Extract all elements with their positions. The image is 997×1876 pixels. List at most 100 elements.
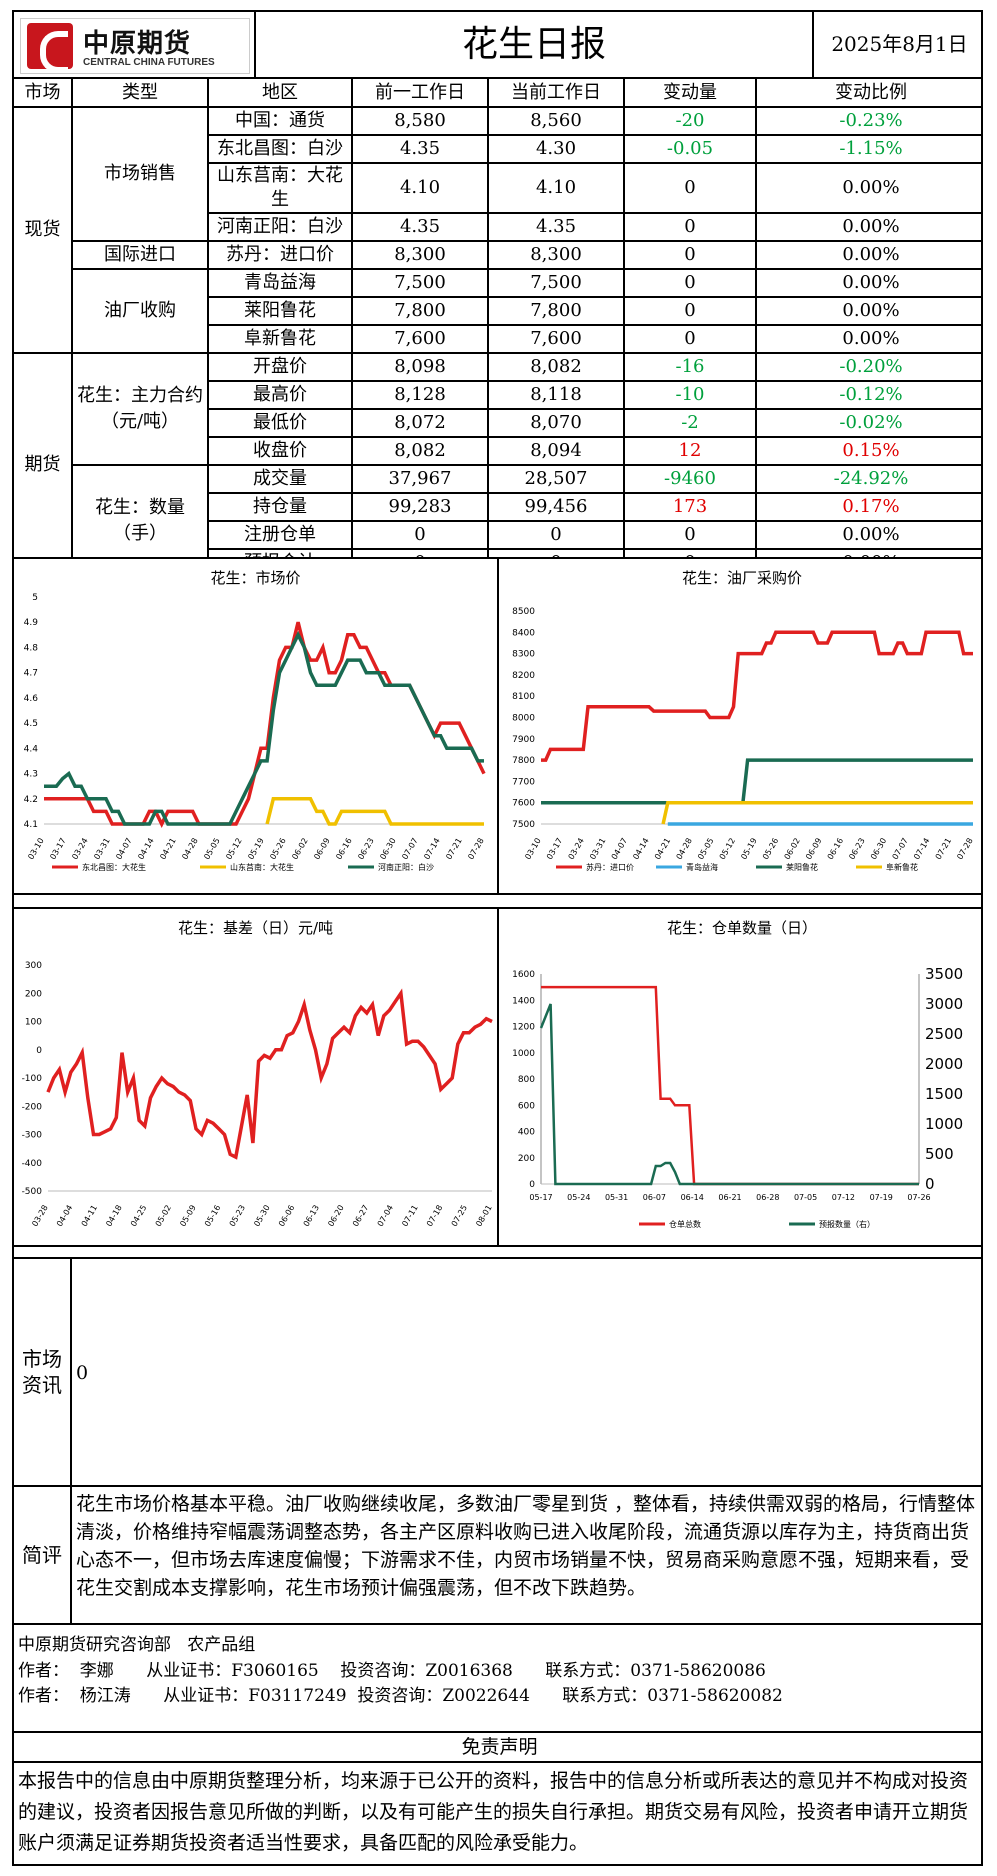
chart-basis: 花生：基差（日）元/吨 -500 -400 -300 -200 -100 0 100 200 3… (14, 907, 499, 1247)
department: 中原期货研究咨询部 农产品组 (18, 1635, 256, 1655)
cell-pct: 0.00% (755, 240, 981, 270)
cell-pct: 0.00% (755, 212, 981, 242)
table-header: 当前工作日 (487, 79, 625, 108)
cell-cur: 8,560 (487, 106, 625, 136)
report-date: 2025年8月1日 (831, 32, 968, 56)
x-tick-label: 06-16 (334, 837, 353, 862)
disclaimer-text: 本报告中的信息由中原期货整理分析，均来源于已公开的资料，报告中的信息分析或所表达… (18, 1770, 969, 1854)
x-tick-label: 04-07 (610, 837, 629, 862)
price-table: 市场 类型 地区 前一工作日 当前工作日 变动量 变动比例 现货 市场销售 中国：通货 8,580 8… (14, 79, 981, 578)
x-tick-label: 04-11 (80, 1204, 99, 1229)
y-tick-label: 100 (25, 1018, 42, 1028)
cell-cur: 7,800 (487, 296, 625, 326)
y2-tick-label: 500 (925, 1145, 954, 1163)
market-info-text: 0 (76, 1362, 89, 1384)
cell-prev: 8,580 (351, 106, 489, 136)
x-tick-label: 05-12 (718, 837, 737, 862)
series-line (661, 800, 973, 825)
legend-label: 莱阳鲁花 (786, 862, 818, 872)
chart-title: 花生：基差（日）元/吨 (177, 919, 334, 937)
cell-chg: -2 (623, 408, 757, 438)
table-row: 最低价 8,072 8,070 -2 -0.02% (14, 408, 981, 438)
cell-pct: 0.15% (755, 436, 981, 466)
x-tick-label: 05-26 (761, 837, 780, 862)
x-tick-label: 07-21 (444, 837, 463, 862)
y-tick-label: 8400 (512, 628, 535, 638)
x-tick-label: 04-14 (136, 837, 155, 862)
cell-region: 青岛益海 (207, 268, 353, 298)
legend-label: 阜新鲁花 (886, 862, 918, 872)
cell-prev: 99,283 (351, 492, 489, 522)
cell-region: 最高价 (208, 380, 353, 410)
x-tick-label: 06-23 (356, 837, 375, 862)
x-tick-label: 08-01 (474, 1204, 493, 1229)
cell-region: 山东莒南：大花生 (208, 162, 353, 214)
cell-chg: -20 (623, 106, 757, 136)
y-tick-label: -100 (22, 1074, 43, 1084)
series-line (265, 797, 484, 826)
x-tick-label: 06-28 (756, 1193, 779, 1202)
cell-region: 阜新鲁花 (208, 324, 353, 354)
y2-tick-label: 2000 (925, 1055, 963, 1073)
y2-tick-label: 1500 (925, 1085, 963, 1103)
x-tick-label: 03-31 (588, 837, 607, 862)
x-tick-label: 07-05 (794, 1193, 817, 1202)
cell-region: 最低价 (208, 408, 353, 438)
cell-region: 开盘价 (207, 352, 353, 382)
cell-prev: 8,072 (351, 408, 489, 438)
cell-cur: 4.10 (487, 162, 625, 214)
y-tick-label: 4.4 (24, 744, 39, 754)
y2-tick-label: 3500 (925, 965, 963, 983)
table-row: 注册仓单 0 0 0 0.00% (14, 520, 981, 550)
cell-cur: 8,300 (487, 240, 625, 270)
series-line (541, 985, 919, 1186)
cell-pct: -0.02% (755, 408, 981, 438)
cell-region: 苏丹：进口价 (207, 240, 353, 270)
y2-tick-label: 2500 (925, 1025, 963, 1043)
legend-label: 青岛益海 (686, 862, 718, 872)
cell-chg: 0 (623, 324, 757, 354)
y-tick-label: 7900 (512, 735, 535, 745)
cell-cur: 8,070 (487, 408, 625, 438)
x-tick-label: 04-04 (55, 1204, 74, 1229)
cell-pct: 0.00% (755, 324, 981, 354)
cell-chg: -9460 (623, 464, 757, 494)
y-tick-label: 8100 (512, 692, 535, 702)
y-tick-label: -200 (22, 1102, 43, 1112)
cell-chg: 0 (623, 212, 757, 242)
x-tick-label: 05-31 (605, 1193, 628, 1202)
x-tick-label: 07-21 (934, 837, 953, 862)
cell-pct: 0.17% (755, 492, 981, 522)
table-row: 花生：数量（手） 成交量 37,967 28,507 -9460 -24.92% (14, 464, 981, 578)
x-tick-label: 06-06 (277, 1204, 296, 1229)
x-tick-label: 03-24 (567, 837, 586, 862)
y-tick-label: 4.1 (24, 820, 38, 830)
table-row: 现货 市场销售 中国：通货 8,580 8,560 -20 -0.23% (14, 106, 981, 354)
cell-prev: 7,500 (351, 268, 489, 298)
logo-subtext: CENTRAL CHINA FUTURES (83, 57, 215, 68)
cell-chg: 0 (623, 296, 757, 326)
x-tick-label: 04-07 (114, 837, 133, 862)
x-tick-label: 04-14 (631, 837, 650, 862)
y-tick-label: 8200 (512, 671, 535, 681)
y-tick-label: 200 (518, 1154, 535, 1164)
x-tick-label: 03-24 (70, 837, 89, 862)
x-tick-label: 05-30 (252, 1204, 271, 1229)
chart-warehouse-receipts: 花生：仓单数量（日） 0 200 400 600 800 1000 1200 1400 1600… (497, 907, 981, 1247)
group-sales: 市场销售 (71, 106, 209, 242)
group-oil: 油厂收购 (72, 268, 209, 354)
x-tick-label: 03-31 (92, 837, 111, 862)
x-tick-label: 03-17 (545, 837, 564, 862)
y-tick-label: 0 (36, 1046, 42, 1056)
x-tick-label: 05-05 (202, 837, 221, 862)
x-tick-label: 06-30 (378, 837, 397, 862)
table-row: 收盘价 8,082 8,094 12 0.15% (14, 436, 981, 466)
cell-cur: 8,082 (487, 352, 625, 382)
y-tick-label: 200 (25, 989, 42, 999)
y-tick-label: 4.8 (24, 643, 39, 653)
table-header: 变动比例 (755, 79, 981, 108)
y-tick-label: 8000 (512, 714, 535, 724)
x-tick-label: 06-02 (290, 837, 309, 862)
disclaimer-section: 本报告中的信息由中原期货整理分析，均来源于已公开的资料，报告中的信息分析或所表达… (14, 1761, 981, 1864)
x-tick-label: 04-25 (129, 1204, 148, 1229)
